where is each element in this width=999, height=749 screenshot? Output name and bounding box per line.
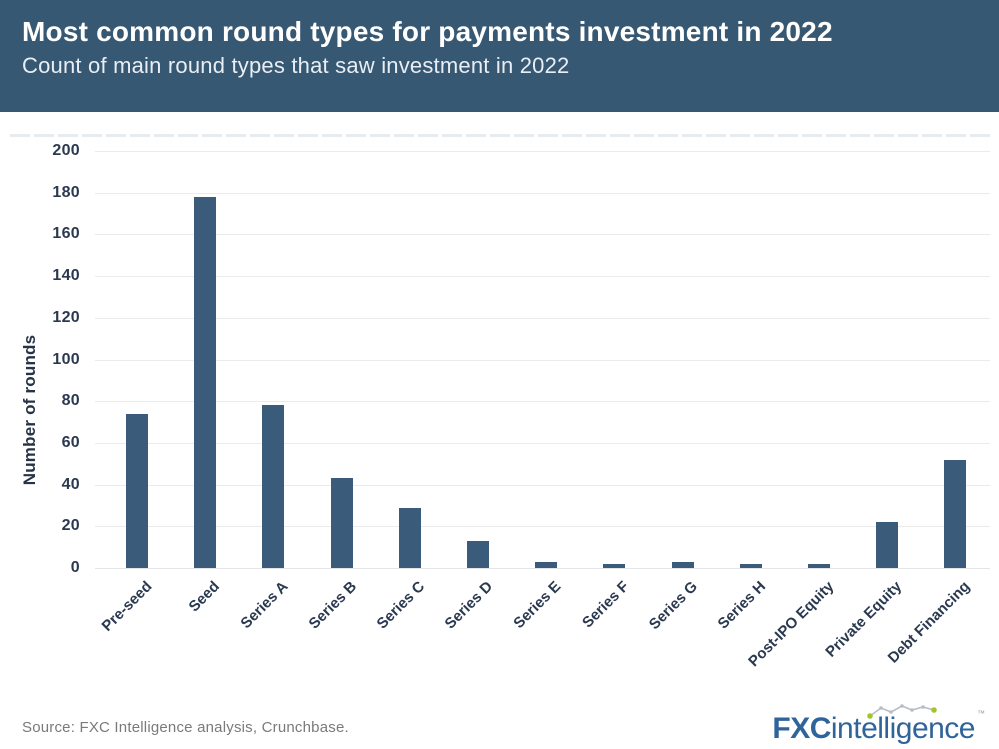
gridline-y-40 bbox=[95, 484, 990, 486]
y-axis-title: Number of rounds bbox=[20, 334, 39, 486]
bar-series-e bbox=[535, 561, 558, 568]
brand-logo: FXCintelligence ™ bbox=[772, 700, 985, 744]
x-tick-label: Series F bbox=[579, 578, 633, 632]
brand-wordmark-fxc: FXC bbox=[772, 712, 831, 745]
bar-debt-financing bbox=[944, 459, 967, 568]
gridline-y-200 bbox=[95, 151, 990, 152]
bar-series-d bbox=[467, 540, 489, 568]
bar-series-a bbox=[262, 405, 285, 568]
sparkline-icon bbox=[867, 704, 938, 719]
y-tick-label: 80 bbox=[61, 392, 80, 410]
gridline-y-20 bbox=[95, 526, 990, 528]
gridline-y-100 bbox=[95, 359, 990, 361]
x-tick-label: Seed bbox=[185, 578, 224, 616]
x-tick-label: Series H bbox=[714, 578, 769, 633]
bar-series-b bbox=[330, 478, 353, 568]
bar-series-c bbox=[398, 507, 421, 568]
page-title: Most common round types for payments inv… bbox=[22, 16, 833, 47]
source-text: Source: FXC Intelligence analysis, Crunc… bbox=[22, 719, 349, 736]
x-tick-label: Series B bbox=[305, 578, 360, 633]
trademark-symbol: ™ bbox=[977, 709, 985, 718]
plot-top-dashed-border bbox=[10, 134, 992, 137]
x-tick-label: Series A bbox=[237, 578, 292, 633]
y-tick-label: 200 bbox=[52, 142, 80, 159]
x-tick-label: Series G bbox=[645, 578, 701, 634]
bar-series-f bbox=[603, 563, 626, 568]
x-tick-label: Pre-seed bbox=[98, 578, 156, 635]
bar-series-g bbox=[671, 561, 694, 568]
page-subtitle: Count of main round types that saw inves… bbox=[22, 53, 570, 78]
y-tick-label: 40 bbox=[61, 475, 80, 493]
gridline-y-120 bbox=[95, 317, 990, 319]
y-tick-label: 0 bbox=[70, 559, 80, 576]
bar-post-ipo-equity bbox=[808, 563, 830, 568]
brand-wordmark: FXCintelligence ™ bbox=[772, 704, 985, 745]
y-tick-label: 100 bbox=[52, 350, 80, 368]
gridline-y-140 bbox=[95, 276, 990, 278]
x-tick-label: Series E bbox=[510, 578, 565, 632]
bar-series-h bbox=[739, 563, 762, 568]
y-tick-label: 160 bbox=[52, 225, 80, 243]
y-tick-label: 60 bbox=[61, 433, 80, 451]
y-tick-label: 140 bbox=[52, 267, 80, 285]
x-tick-label: Series C bbox=[373, 578, 428, 633]
gridline-y-60 bbox=[95, 442, 990, 444]
chart-header: Most common round types for payments inv… bbox=[0, 0, 999, 112]
gridline-y-160 bbox=[95, 234, 990, 236]
y-tick-label: 180 bbox=[52, 183, 80, 201]
gridline-y-80 bbox=[95, 401, 990, 403]
y-tick-label: 120 bbox=[52, 308, 80, 326]
bar-pre-seed bbox=[126, 413, 148, 568]
bar-private-equity bbox=[876, 522, 899, 568]
brand-wordmark-intelligence: intelligence bbox=[830, 712, 976, 745]
bar-seed bbox=[194, 196, 217, 568]
gridline-y-0 bbox=[95, 568, 990, 569]
gridline-y-180 bbox=[95, 192, 990, 194]
y-tick-label: 20 bbox=[61, 517, 80, 535]
x-tick-label: Series D bbox=[441, 578, 497, 633]
